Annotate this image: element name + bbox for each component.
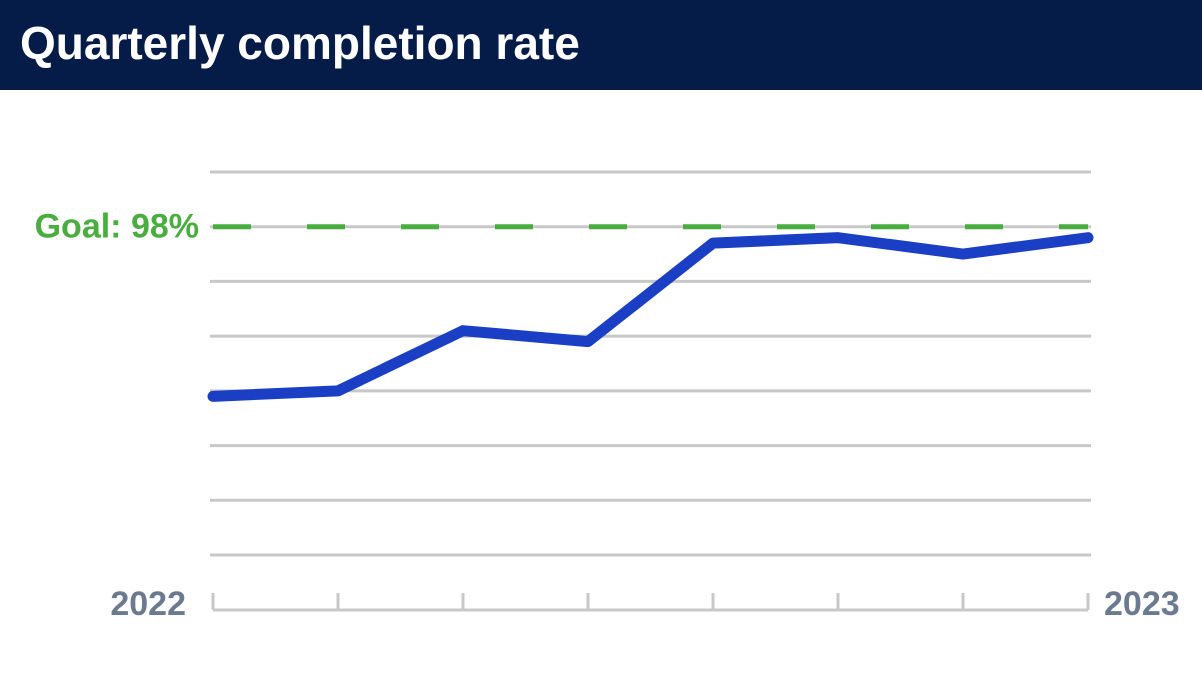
title-bar bbox=[0, 0, 1202, 90]
goal-label: Goal: 98% bbox=[35, 208, 199, 246]
series-line bbox=[207, 232, 1094, 402]
x-tick-label: 2023 bbox=[1104, 585, 1180, 623]
x-tick-label: 2022 bbox=[110, 585, 186, 623]
chart-title: Quarterly completion rate bbox=[20, 17, 580, 69]
